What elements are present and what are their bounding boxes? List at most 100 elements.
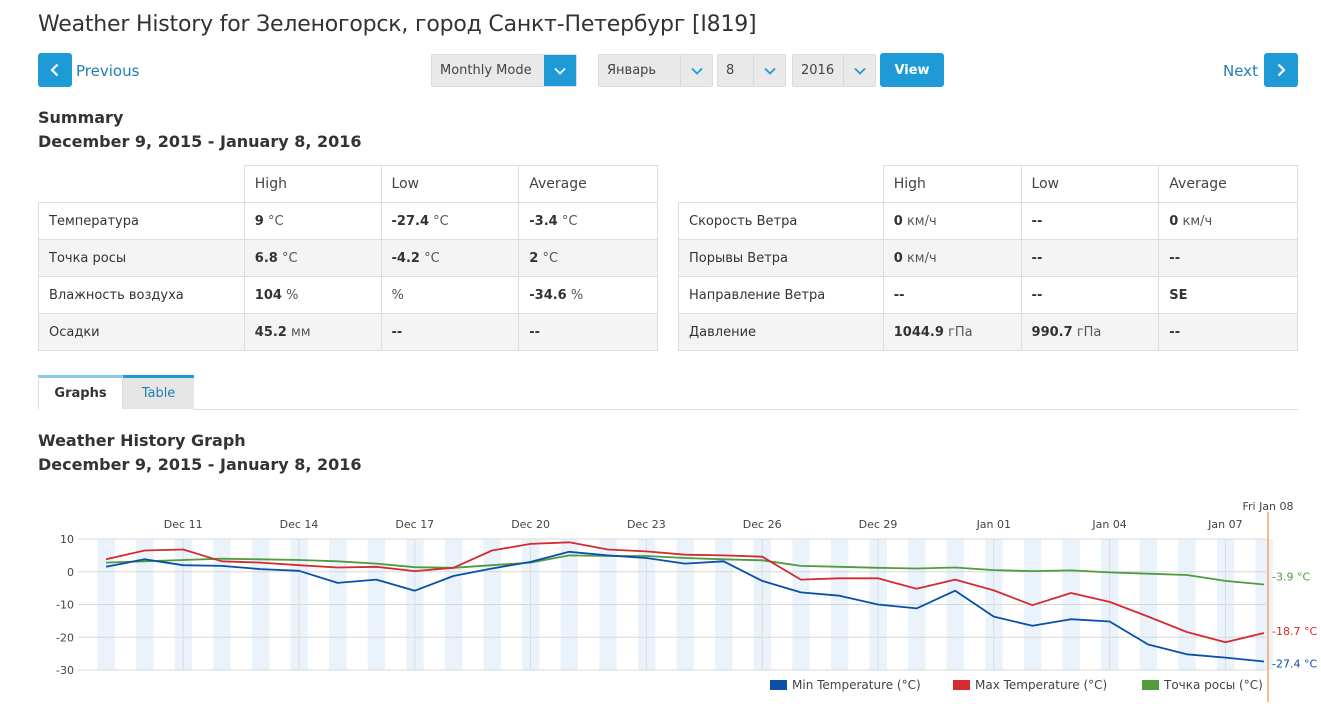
cell-value: -4.2 xyxy=(391,250,420,266)
x-tick-label: Dec 29 xyxy=(859,518,898,531)
column-header: Average xyxy=(1158,165,1298,203)
legend-label: Min Temperature (°C) xyxy=(792,678,921,692)
cell-value: 104 xyxy=(254,287,282,303)
cell-unit: км/ч xyxy=(1182,213,1213,229)
y-tick-label: -20 xyxy=(56,631,74,644)
cell-value: 1044.9 xyxy=(893,324,944,340)
cell-unit: % xyxy=(570,287,584,303)
table-row: Направление Ветра -- -- SE xyxy=(678,276,1298,314)
cell-value: -- xyxy=(1031,213,1043,229)
cell-value: SE xyxy=(1169,287,1188,303)
weather-history-chart[interactable]: 10 0 -10 -20 -30 Dec 11 Dec 14 Dec 17 Dec 20 Dec … xyxy=(38,490,1318,702)
cell-unit: % xyxy=(391,287,404,303)
table-row: Давление 1044.9 гПа 990.7 гПа -- xyxy=(678,313,1298,351)
column-header: High xyxy=(882,165,1022,203)
summary-left-cell: 9 °C xyxy=(243,202,382,240)
summary-right-row-label: Давление xyxy=(678,313,884,351)
page-title: Weather History for Зеленогорск, город С… xyxy=(38,12,757,37)
cell-unit: °C xyxy=(561,213,578,229)
x-tick-label: Dec 11 xyxy=(164,518,203,531)
summary-left-cell: 104 % xyxy=(243,276,382,314)
day-select[interactable]: 8 xyxy=(717,54,786,87)
cell-value: 2 xyxy=(529,250,539,266)
series-end-label: -3.9 °C xyxy=(1272,571,1310,584)
summary-right-row-label: Скорость Ветра xyxy=(678,202,884,240)
y-tick-label: -10 xyxy=(56,599,74,612)
view-button[interactable]: View xyxy=(880,53,944,87)
cell-unit: °C xyxy=(267,213,284,229)
previous-link[interactable]: Previous xyxy=(76,62,140,80)
summary-left-row-label: Температура xyxy=(38,202,245,240)
summary-left-row-label: Влажность воздуха xyxy=(38,276,245,314)
summary-left-cell: 2 °C xyxy=(518,239,658,277)
x-tick-label: Dec 20 xyxy=(511,518,550,531)
cell-value: 0 xyxy=(1169,213,1179,229)
cell-value: -- xyxy=(529,324,541,340)
cell-unit: гПа xyxy=(1076,324,1102,340)
cell-value: -27.4 xyxy=(391,213,429,229)
x-tick-label: Dec 14 xyxy=(280,518,319,531)
previous-button[interactable] xyxy=(38,53,72,87)
legend-swatch xyxy=(1142,680,1159,690)
summary-right-cell: -- xyxy=(1020,202,1160,240)
summary-table-left: High Low Average Температура 9 °C -27.4 °C… xyxy=(38,165,658,351)
cell-value: 990.7 xyxy=(1031,324,1073,340)
day-select-value: 8 xyxy=(726,63,735,78)
cell-value: 9 xyxy=(254,213,264,229)
cell-value: -- xyxy=(893,287,905,303)
chevron-left-icon xyxy=(50,63,59,77)
cell-unit: мм xyxy=(291,324,311,340)
column-header: High xyxy=(243,165,382,203)
cell-value: 0 xyxy=(893,250,903,266)
summary-right-cell: 0 км/ч xyxy=(1158,202,1298,240)
summary-left-cell: -- xyxy=(380,313,520,351)
cell-value: 0 xyxy=(893,213,903,229)
chevron-down-icon xyxy=(753,55,785,86)
graph-dates: December 9, 2015 - January 8, 2016 xyxy=(38,455,362,474)
summary-left-row-label: Точка росы xyxy=(38,239,245,277)
year-select-value: 2016 xyxy=(801,63,835,78)
chevron-down-icon xyxy=(544,55,576,86)
summary-right-cell: -- xyxy=(1158,313,1298,351)
cell-value: -- xyxy=(1169,250,1181,266)
cell-value: -- xyxy=(1031,287,1043,303)
summary-left-cell: % xyxy=(380,276,520,314)
tab-table[interactable]: Table xyxy=(123,375,194,409)
series-line xyxy=(105,550,1265,663)
summary-right-cell: -- xyxy=(1158,239,1298,277)
summary-left-row-label: Осадки xyxy=(38,313,245,351)
summary-left-cell: -- xyxy=(518,313,658,351)
mode-select[interactable]: Monthly Mode xyxy=(431,54,577,87)
summary-left-cell: -27.4 °C xyxy=(380,202,520,240)
next-link[interactable]: Next xyxy=(1223,62,1258,80)
table-corner xyxy=(678,165,884,203)
summary-right-cell: 1044.9 гПа xyxy=(882,313,1022,351)
cell-value: -3.4 xyxy=(529,213,558,229)
cell-value: -- xyxy=(1031,250,1043,266)
column-header: Low xyxy=(1020,165,1160,203)
table-corner xyxy=(38,165,245,203)
summary-right-cell: SE xyxy=(1158,276,1298,314)
legend-swatch xyxy=(770,680,787,690)
graph-title: Weather History Graph xyxy=(38,431,246,450)
summary-left-cell: -34.6 % xyxy=(518,276,658,314)
tab-graphs[interactable]: Graphs xyxy=(38,375,123,409)
summary-left-cell: 6.8 °C xyxy=(243,239,382,277)
x-tick-label: Jan 04 xyxy=(1091,518,1126,531)
cell-unit: °C xyxy=(433,213,449,229)
x-tick-label: Dec 23 xyxy=(627,518,666,531)
summary-table-right: High Low Average Скорость Ветра 0 км/ч -- 0… xyxy=(678,165,1298,351)
series-end-label: -18.7 °C xyxy=(1272,625,1317,638)
summary-right-cell: 0 км/ч xyxy=(882,202,1022,240)
year-select[interactable]: 2016 xyxy=(792,54,876,87)
summary-right-cell: -- xyxy=(1020,239,1160,277)
summary-right-row-label: Порывы Ветра xyxy=(678,239,884,277)
month-select[interactable]: Январь xyxy=(598,54,713,87)
cell-unit: °C xyxy=(281,250,298,266)
x-tick-label: Jan 07 xyxy=(1207,518,1242,531)
series-end-label: -27.4 °C xyxy=(1272,657,1317,670)
series-line xyxy=(105,554,1265,586)
next-button[interactable] xyxy=(1264,53,1298,87)
tabs-divider xyxy=(193,409,1298,410)
table-row: Скорость Ветра 0 км/ч -- 0 км/ч xyxy=(678,202,1298,240)
